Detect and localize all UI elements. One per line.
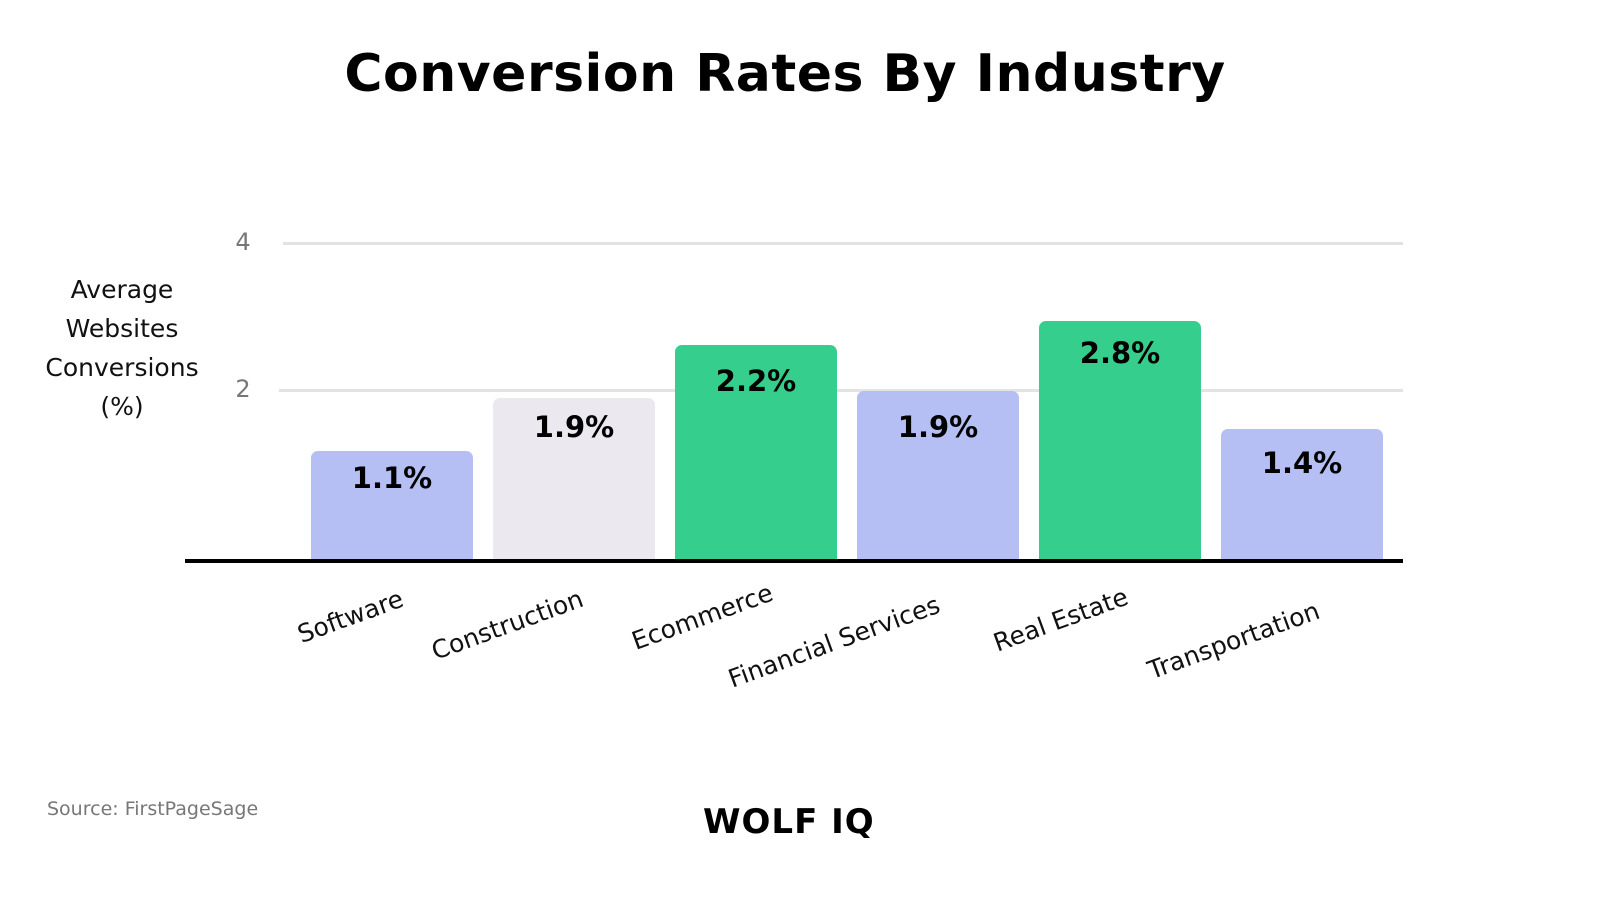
y-tick-2: 2 <box>235 375 251 403</box>
x-label-transportation: Transportation <box>1144 596 1324 685</box>
x-label-software: Software <box>293 584 407 649</box>
y-axis-label: Average Websites Conversions (%) <box>22 270 222 426</box>
y-axis-label-line: Conversions <box>45 353 199 382</box>
bar-value-label: 2.8% <box>1079 336 1161 370</box>
bar-ecommerce: 2.2% <box>675 345 837 561</box>
brand-logo: WOLF IQ <box>703 802 875 842</box>
y-axis-label-line: (%) <box>100 392 144 421</box>
x-axis-line <box>185 559 1403 563</box>
bar-software: 1.1% <box>311 451 473 561</box>
bar-value-label: 1.1% <box>351 461 433 495</box>
bar-construction: 1.9% <box>493 398 655 561</box>
bar-real-estate: 2.8% <box>1039 321 1201 561</box>
bar-transportation: 1.4% <box>1221 429 1383 561</box>
gridline-2 <box>279 389 1403 392</box>
bar-financial-services: 1.9% <box>857 391 1019 561</box>
y-axis-label-line: Average <box>70 275 174 304</box>
chart-title: Conversion Rates By Industry <box>344 44 1226 104</box>
y-tick-4: 4 <box>235 228 251 256</box>
bar-value-label: 1.9% <box>533 410 615 444</box>
gridline-4 <box>283 242 1403 245</box>
x-label-construction: Construction <box>427 584 587 666</box>
bar-value-label: 2.2% <box>715 364 797 398</box>
source-note: Source: FirstPageSage <box>47 798 259 820</box>
x-label-ecommerce: Ecommerce <box>628 578 777 656</box>
bar-value-label: 1.9% <box>897 410 979 444</box>
x-label-real-estate: Real Estate <box>989 582 1132 658</box>
y-axis-label-line: Websites <box>65 314 179 343</box>
bar-value-label: 1.4% <box>1261 446 1343 480</box>
